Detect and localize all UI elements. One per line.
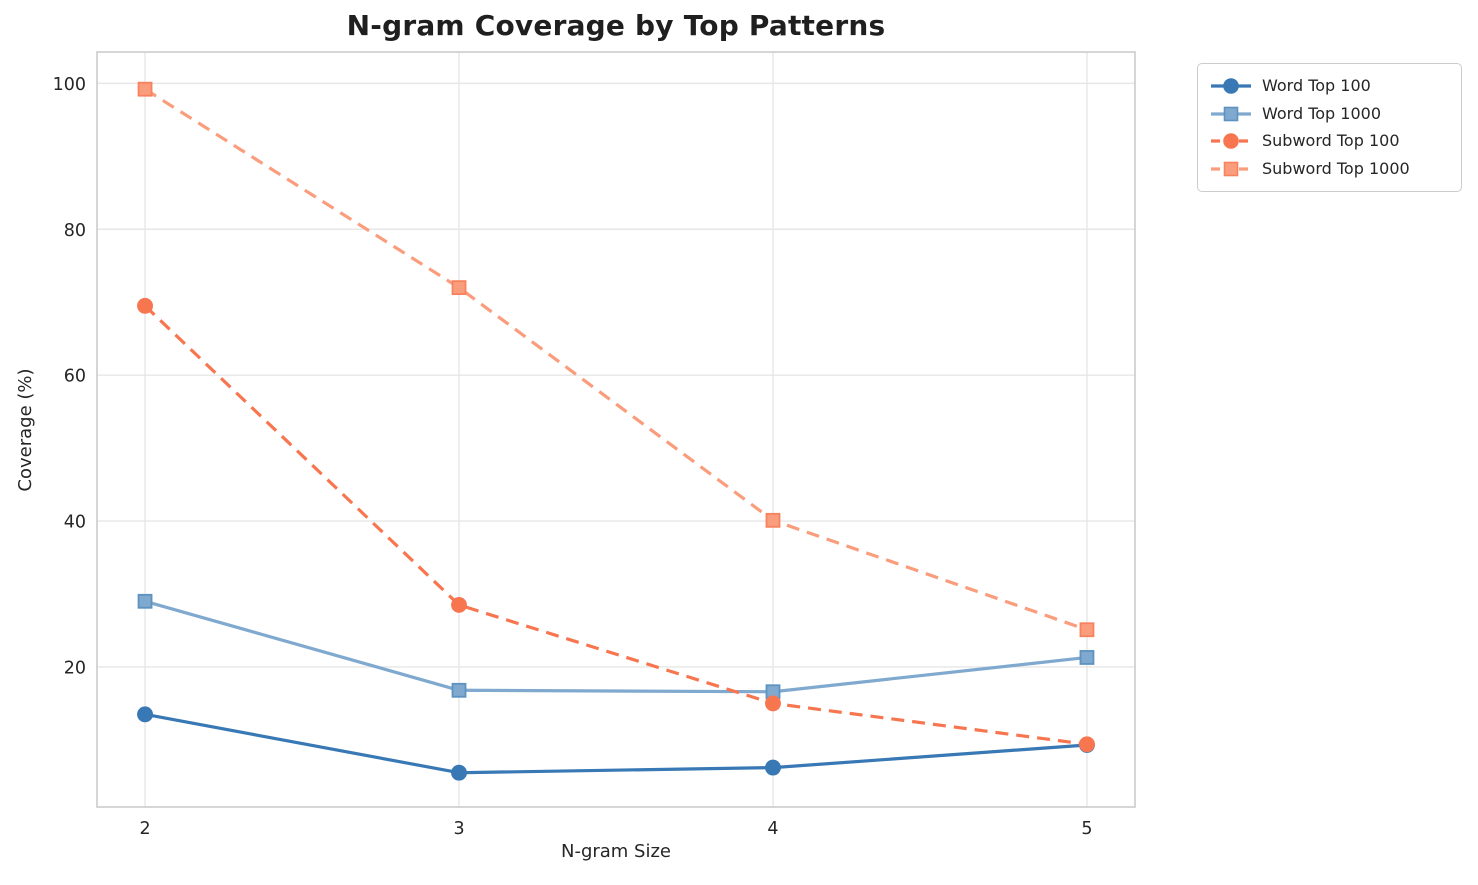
legend-label: Subword Top 100 — [1262, 131, 1400, 151]
marker-word-top-1000 — [137, 593, 153, 609]
marker-subword-top-1000 — [137, 81, 153, 97]
circle-marker-icon — [1223, 78, 1239, 94]
legend-line-sample-word-top-100 — [1211, 78, 1251, 94]
x-tick-label: 2 — [139, 819, 150, 839]
x-tick-label: 4 — [767, 819, 778, 839]
square-marker-icon — [1223, 161, 1239, 177]
marker-word-top-100 — [765, 759, 781, 776]
plot-border — [96, 51, 1136, 808]
chart-title: N-gram Coverage by Top Patterns — [346, 9, 886, 42]
legend-item-word-top-1000: Word Top 1000 — [1210, 104, 1449, 124]
marker-subword-top-1000 — [451, 280, 467, 296]
x-tick-label: 3 — [453, 819, 464, 839]
legend-label: Subword Top 1000 — [1262, 159, 1410, 179]
legend-line-sample-subword-top-1000 — [1211, 161, 1251, 177]
marker-word-top-1000 — [451, 682, 467, 698]
legend-label: Word Top 1000 — [1262, 103, 1382, 123]
series-line-word-top-100 — [144, 712, 1088, 775]
marker-word-top-100 — [451, 764, 467, 781]
marker-subword-top-1000 — [1079, 622, 1095, 638]
y-tick-label: 100 — [53, 75, 86, 95]
x-tick-label: 5 — [1081, 819, 1092, 839]
y-tick-label: 20 — [64, 658, 86, 678]
legend-label: Word Top 100 — [1262, 75, 1371, 95]
marker-word-top-100 — [137, 706, 153, 723]
marker-subword-top-100 — [451, 596, 467, 613]
series-line-subword-top-1000 — [144, 87, 1088, 632]
y-tick-label: 40 — [64, 513, 86, 533]
marker-subword-top-1000 — [765, 512, 781, 528]
legend-item-subword-top-1000: Subword Top 1000 — [1210, 159, 1449, 179]
legend: Word Top 100 Word Top 1000 Subword Top 100… — [1197, 63, 1462, 192]
legend-item-word-top-100: Word Top 100 — [1210, 76, 1449, 96]
y-tick-label: 80 — [64, 221, 86, 241]
y-tick-label: 60 — [64, 367, 86, 387]
x-axis-label: N-gram Size — [560, 841, 672, 862]
series-line-word-top-1000 — [144, 599, 1088, 694]
series-line-subword-top-100 — [143, 304, 1088, 746]
marker-word-top-1000 — [1079, 650, 1095, 665]
legend-item-subword-top-100: Subword Top 100 — [1210, 131, 1449, 151]
circle-marker-icon — [1223, 133, 1239, 150]
marker-subword-top-100 — [137, 297, 153, 314]
legend-line-sample-subword-top-100 — [1211, 133, 1251, 150]
legend-line-sample-word-top-1000 — [1211, 106, 1251, 121]
marker-subword-top-100 — [765, 695, 781, 712]
square-marker-icon — [1223, 106, 1239, 121]
marker-subword-top-100 — [1079, 736, 1095, 753]
